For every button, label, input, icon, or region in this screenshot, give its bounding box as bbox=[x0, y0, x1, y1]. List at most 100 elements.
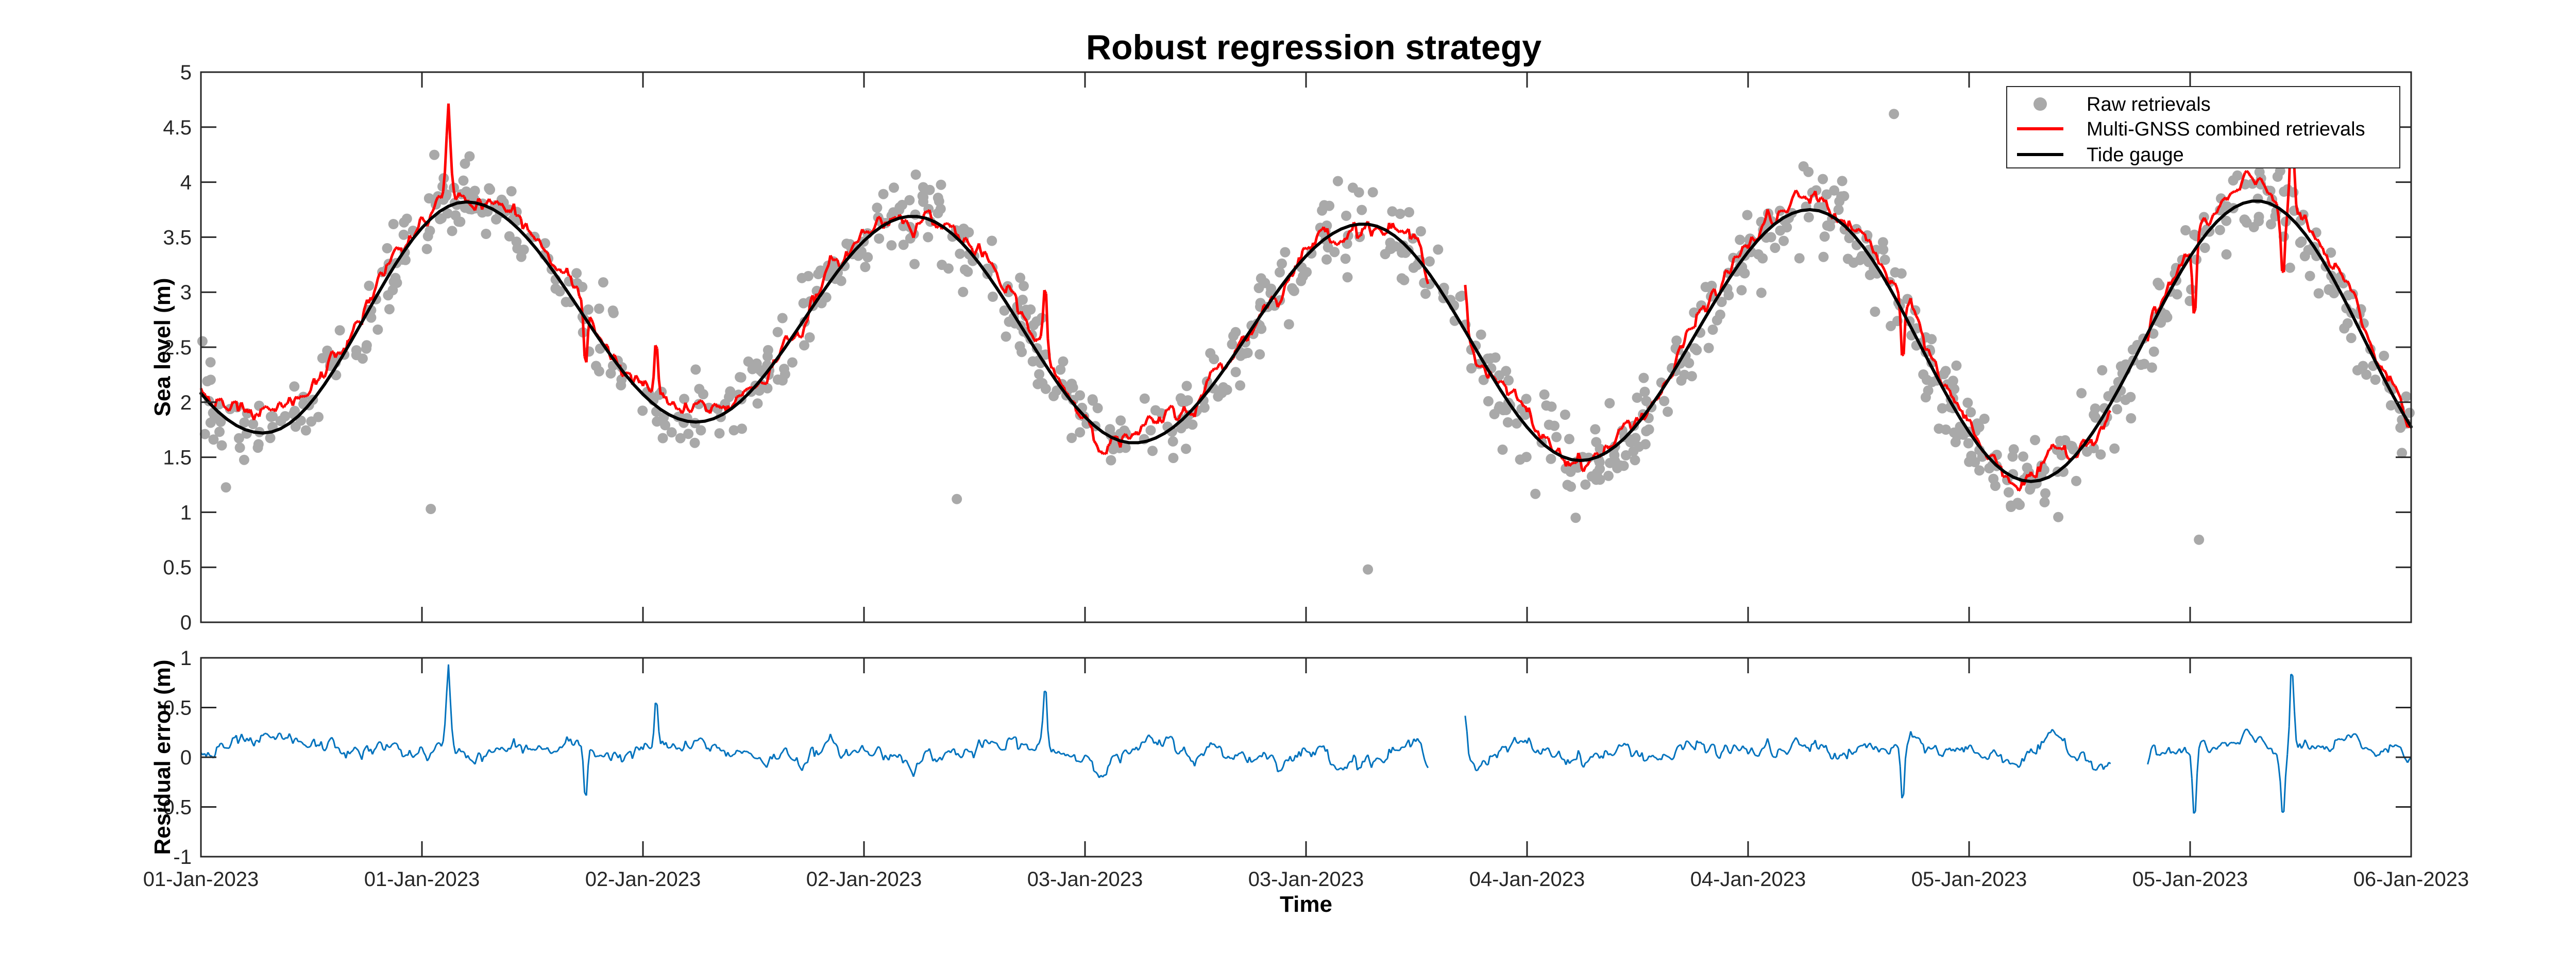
tide-gauge-segment bbox=[623, 373, 636, 387]
residual-segment bbox=[2210, 747, 2214, 751]
raw-retrieval-point bbox=[267, 411, 278, 422]
residual-segment bbox=[1510, 741, 1514, 745]
residual-segment bbox=[492, 751, 495, 753]
raw-retrieval-point bbox=[1180, 396, 1191, 407]
tide-gauge-segment bbox=[1004, 300, 1016, 317]
tide-gauge-segment bbox=[827, 270, 839, 285]
residual-segment bbox=[2260, 736, 2264, 741]
combined-retrieval-segment bbox=[1315, 232, 1320, 238]
raw-retrieval-point bbox=[1275, 267, 1285, 278]
residual-segment bbox=[374, 747, 377, 751]
raw-retrieval-point bbox=[1757, 253, 1768, 264]
residual-segment bbox=[1498, 750, 1501, 753]
combined-retrieval-segment bbox=[907, 224, 911, 229]
residual-segment bbox=[2239, 739, 2242, 745]
residual-segment bbox=[1348, 761, 1351, 764]
residual-segment bbox=[704, 743, 708, 750]
tide-gauge-segment bbox=[1012, 314, 1025, 331]
raw-retrieval-point bbox=[728, 425, 739, 436]
residual-segment bbox=[1473, 764, 1477, 771]
combined-retrieval-segment bbox=[387, 261, 392, 265]
combined-retrieval-segment bbox=[225, 406, 229, 411]
combined-retrieval-segment bbox=[2228, 193, 2232, 197]
combined-retrieval-segment bbox=[785, 335, 789, 341]
tide-gauge-segment bbox=[2126, 352, 2139, 373]
tide-gauge-segment bbox=[968, 250, 981, 265]
combined-retrieval-segment bbox=[1869, 240, 1873, 248]
raw-retrieval-point bbox=[2194, 534, 2205, 545]
tide-gauge-segment bbox=[1083, 415, 1096, 427]
combined-retrieval-segment bbox=[546, 252, 551, 259]
residual-segment bbox=[1927, 746, 1931, 750]
combined-retrieval-segment bbox=[1901, 353, 1905, 357]
combined-retrieval-segment bbox=[588, 316, 593, 321]
raw-retrieval-point bbox=[898, 240, 909, 250]
residual-segment bbox=[1242, 751, 1245, 755]
residual-segment bbox=[423, 752, 427, 756]
tide-gauge-segment bbox=[1888, 286, 1900, 305]
raw-retrieval-point bbox=[1829, 185, 1840, 196]
combined-retrieval-segment bbox=[743, 389, 747, 393]
residual-segment bbox=[1174, 750, 1178, 754]
raw-retrieval-point bbox=[421, 244, 432, 254]
residual-segment bbox=[1264, 754, 1268, 760]
residual-segment bbox=[626, 751, 630, 755]
residual-segment bbox=[1652, 755, 1655, 758]
residual-segment bbox=[701, 737, 704, 741]
residual-segment bbox=[796, 757, 800, 765]
combined-retrieval-segment bbox=[1278, 300, 1283, 304]
residual-segment bbox=[1594, 752, 1597, 755]
combined-retrieval-segment bbox=[1400, 229, 1404, 233]
residual-segment bbox=[1370, 761, 1374, 768]
residual-segment bbox=[1828, 753, 1832, 759]
residual-segment bbox=[1719, 752, 1722, 759]
combined-retrieval-segment bbox=[2212, 212, 2216, 216]
residual-segment bbox=[2067, 753, 2071, 756]
residual-segment bbox=[1167, 736, 1171, 739]
residual-segment bbox=[1128, 752, 1132, 755]
tide-gauge-segment bbox=[1985, 454, 1997, 466]
tide-gauge-segment bbox=[491, 207, 503, 216]
residual-segment bbox=[957, 753, 960, 757]
residual-segment bbox=[997, 746, 1001, 750]
residual-segment bbox=[1549, 752, 1553, 757]
residual-segment bbox=[702, 739, 706, 744]
residual-segment bbox=[2399, 746, 2403, 752]
combined-retrieval-segment bbox=[1336, 241, 1341, 246]
tide-gauge-segment bbox=[1233, 338, 1246, 355]
residual-segment bbox=[1982, 756, 1986, 759]
combined-retrieval-segment bbox=[1536, 430, 1541, 437]
tide-gauge-segment bbox=[402, 237, 415, 252]
residual-segment bbox=[1654, 756, 1657, 759]
raw-retrieval-point bbox=[936, 179, 946, 190]
top-y-tick-label: 1.5 bbox=[163, 447, 192, 469]
residual-segment bbox=[1125, 749, 1128, 753]
residual-segment bbox=[2032, 751, 2035, 754]
combined-retrieval-segment bbox=[1738, 252, 1742, 258]
raw-retrieval-point bbox=[1476, 329, 1486, 340]
raw-retrieval-point bbox=[2272, 172, 2283, 182]
combined-retrieval-segment bbox=[1034, 338, 1039, 343]
residual-segment bbox=[528, 747, 531, 751]
raw-retrieval-point bbox=[1321, 254, 1332, 265]
tide-gauge-segment bbox=[1649, 392, 1662, 408]
tide-gauge-segment bbox=[1030, 342, 1043, 360]
residual-segment bbox=[1376, 757, 1379, 760]
combined-retrieval-segment bbox=[1107, 443, 1111, 447]
combined-retrieval-segment bbox=[372, 286, 378, 293]
combined-retrieval-segment bbox=[2055, 447, 2058, 450]
combined-retrieval-segment bbox=[1204, 380, 1209, 388]
raw-retrieval-point bbox=[1167, 436, 1178, 447]
residual-segment bbox=[518, 743, 522, 746]
residual-segment bbox=[1705, 751, 1708, 754]
residual-segment bbox=[1721, 750, 1724, 753]
residual-segment bbox=[274, 737, 278, 740]
residual-segment bbox=[2216, 746, 2219, 750]
tide-gauge-segment bbox=[367, 292, 380, 311]
combined-retrieval-segment bbox=[1593, 452, 1597, 456]
combined-retrieval-segment bbox=[1211, 367, 1215, 372]
tide-gauge-segment bbox=[1481, 360, 1494, 378]
residual-segment bbox=[1069, 755, 1072, 758]
combined-retrieval-segment bbox=[543, 248, 547, 253]
combined-retrieval-segment bbox=[1842, 219, 1847, 225]
